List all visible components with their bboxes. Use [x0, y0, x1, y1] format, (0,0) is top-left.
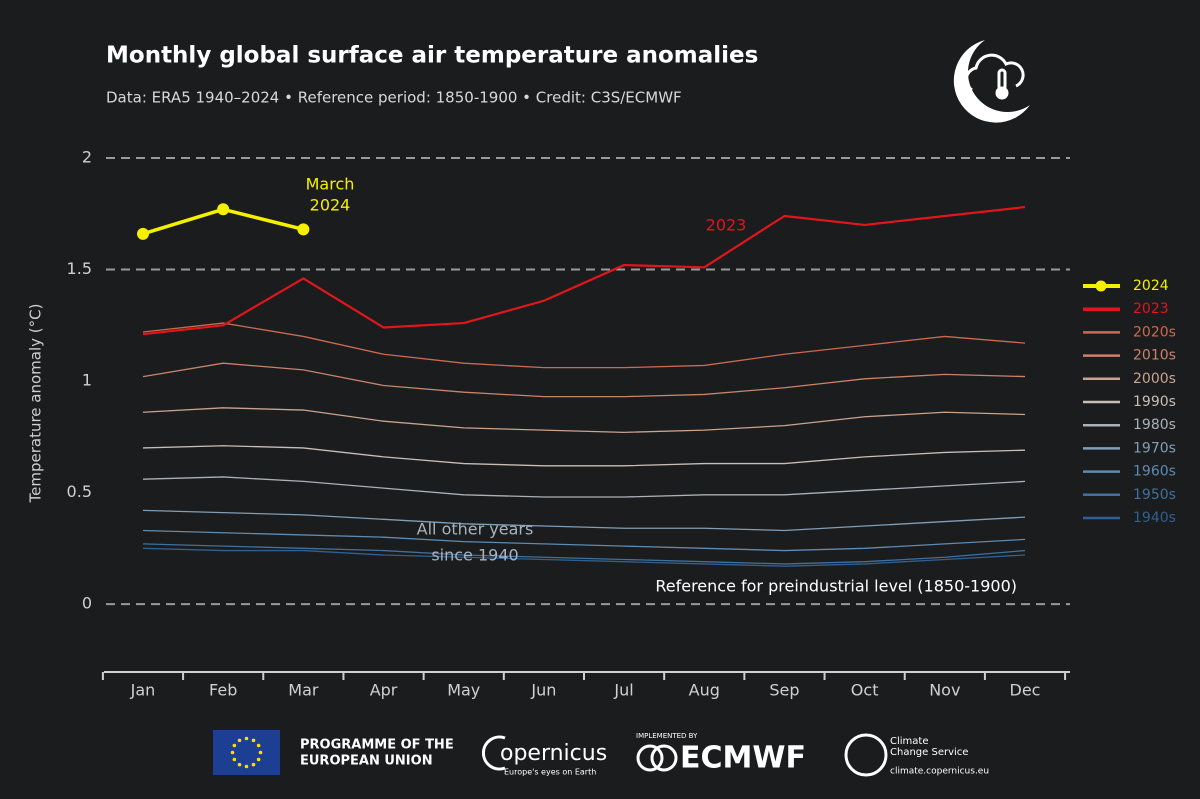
- series-line: [142, 205, 1026, 336]
- legend-label: 1970s: [1133, 440, 1176, 456]
- y-tick-label: 2: [82, 148, 92, 167]
- legend-label: 2023: [1133, 301, 1169, 317]
- series-line: [142, 529, 1026, 552]
- eu-star: [230, 750, 235, 755]
- series-line: [142, 362, 1026, 398]
- c3s-text: Change Service: [890, 747, 968, 758]
- legend: 2024 2023 2020s 2010s 2000s 1990s 1980s 1970s 19…: [1083, 278, 1176, 526]
- y-tick-label: 1: [82, 371, 92, 390]
- eu-stars: [230, 736, 263, 769]
- eu-star: [237, 762, 242, 767]
- c3s-logo: [844, 733, 888, 777]
- eu-text: EUROPEAN UNION: [300, 754, 433, 769]
- eu-star: [232, 743, 237, 748]
- y-axis-label: Temperature anomaly (°C): [27, 304, 45, 504]
- x-tick-label: Mar: [288, 681, 319, 700]
- eu-star: [237, 738, 242, 743]
- x-tick-label: Nov: [929, 681, 960, 700]
- y-tick-label: 0: [82, 594, 92, 613]
- y-tick-label: 0.5: [67, 482, 92, 501]
- c3s-url: climate.copernicus.eu: [890, 767, 989, 777]
- annotation: March: [306, 175, 355, 194]
- x-tick-label: Aug: [689, 681, 720, 700]
- legend-label: 1980s: [1133, 417, 1176, 433]
- x-tick-label: Oct: [851, 681, 879, 700]
- annotation: All other years: [417, 520, 534, 539]
- annotation: Reference for preindustrial level (1850-…: [655, 577, 1017, 596]
- legend-label: 1960s: [1133, 464, 1176, 480]
- eu-star: [256, 757, 261, 762]
- series-line: [142, 476, 1026, 498]
- series-line: [142, 445, 1026, 467]
- eu-star: [251, 738, 256, 743]
- implemented-by: IMPLEMENTED BY: [636, 732, 698, 740]
- c3s-text: Climate: [890, 736, 928, 747]
- eu-star: [232, 757, 237, 762]
- legend-swatch-dot: [1095, 280, 1107, 292]
- x-tick-label: Jan: [130, 681, 156, 700]
- chart-subtitle: Data: ERA5 1940–2024 • Reference period:…: [106, 89, 682, 107]
- legend-label: 2024: [1133, 278, 1169, 294]
- chart-title: Monthly global surface air temperature a…: [106, 43, 758, 69]
- ecmwf-text: ECMWF: [680, 741, 806, 776]
- eu-star: [244, 736, 249, 741]
- y-tick-label: 1.5: [67, 259, 92, 278]
- annotation: since 1940: [431, 546, 518, 565]
- legend-label: 1990s: [1133, 394, 1176, 410]
- point: [297, 223, 310, 236]
- plot: 0 0.5 1 1.5 2 Jan Feb Mar Apr May Jun Jul Aug Sep Oct N…: [67, 148, 1070, 700]
- ecmwf-mark: [636, 744, 678, 772]
- logo: [953, 40, 1030, 123]
- eu-star: [258, 750, 263, 755]
- series-line: [142, 543, 1026, 565]
- eu-star: [244, 764, 249, 769]
- legend-label: 1940s: [1133, 510, 1176, 526]
- point: [217, 203, 230, 216]
- legend-label: 2000s: [1133, 371, 1176, 387]
- annotation: 2024: [310, 196, 351, 215]
- legend-label: 1950s: [1133, 487, 1176, 503]
- copernicus-c: [482, 735, 506, 771]
- x-tick-label: Dec: [1010, 681, 1041, 700]
- series-line: [142, 509, 1026, 532]
- eu-star: [251, 762, 256, 767]
- x-tick-label: Feb: [209, 681, 237, 700]
- series-line: [142, 547, 1026, 567]
- series-line: [142, 407, 1026, 433]
- eu-star: [256, 743, 261, 748]
- point: [137, 227, 149, 240]
- legend-label: 2020s: [1133, 324, 1176, 340]
- eu-text: PROGRAMME OF THE: [300, 738, 454, 753]
- legend-label: 2010s: [1133, 348, 1176, 364]
- series-line: [142, 322, 1026, 369]
- x-tick-label: Apr: [370, 681, 398, 700]
- x-tick-label: Sep: [769, 681, 799, 700]
- footer: PROGRAMME OF THE EUROPEAN UNION opernicu…: [213, 730, 989, 777]
- x-tick-label: Jul: [613, 681, 633, 700]
- copernicus-text: opernicus: [500, 741, 607, 766]
- copernicus-tagline: Europe's eyes on Earth: [504, 768, 596, 777]
- x-tick-label: Jun: [530, 681, 556, 700]
- series-label: 2023: [706, 216, 747, 235]
- x-tick-label: May: [447, 681, 480, 700]
